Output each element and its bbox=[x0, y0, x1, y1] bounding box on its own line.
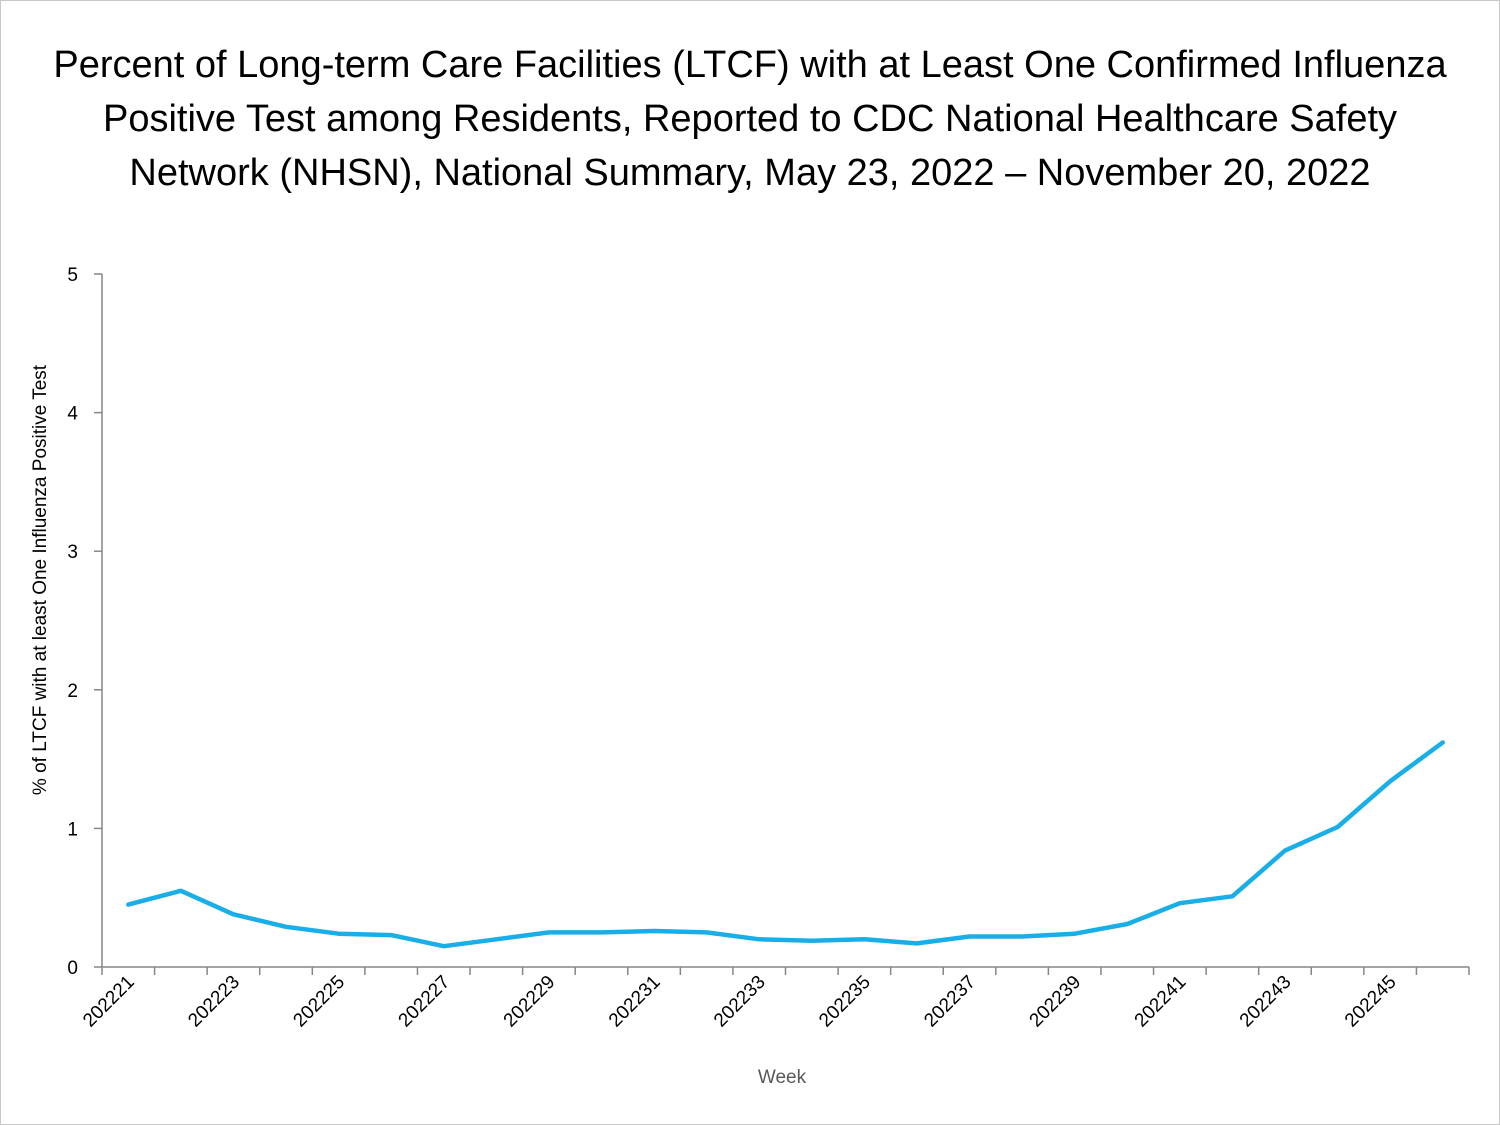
x-axis-title: Week bbox=[758, 1067, 807, 1088]
y-tick-label: 2 bbox=[67, 681, 78, 702]
x-tick-label: 202225 bbox=[289, 972, 349, 1032]
x-tick-label: 202235 bbox=[815, 972, 875, 1032]
x-tick-label: 202221 bbox=[79, 972, 139, 1032]
y-tick-label: 1 bbox=[67, 819, 78, 840]
x-tick-label: 202227 bbox=[395, 972, 455, 1032]
chart-title-line-2: Positive Test among Residents, Reported … bbox=[102, 98, 1398, 140]
x-tick-label: 202229 bbox=[500, 972, 560, 1032]
series-group bbox=[126, 740, 1445, 949]
y-axis: 0 1 2 3 4 5 bbox=[67, 265, 103, 979]
x-tick-label: 202245 bbox=[1341, 972, 1401, 1032]
x-tick-label: 202223 bbox=[184, 972, 244, 1032]
x-axis: 202221 202223 202225 202227 202229 202231 2022… bbox=[79, 966, 1470, 1032]
x-tick-label: 202239 bbox=[1026, 972, 1086, 1032]
y-tick-label: 5 bbox=[67, 265, 78, 286]
chart-title-line-3: Network (NHSN), National Summary, May 23… bbox=[129, 152, 1371, 194]
x-tick-label: 202231 bbox=[605, 972, 665, 1032]
y-tick-label: 0 bbox=[67, 958, 78, 979]
x-tick-label: 202241 bbox=[1131, 972, 1191, 1032]
y-tick-label: 4 bbox=[67, 404, 78, 425]
y-tick-label: 3 bbox=[67, 542, 78, 563]
x-tick-label: 202243 bbox=[1236, 972, 1296, 1032]
chart-title: Percent of Long-term Care Facilities (LT… bbox=[0, 38, 1500, 200]
series-line bbox=[126, 740, 1445, 949]
chart-title-line-1: Percent of Long-term Care Facilities (LT… bbox=[53, 44, 1447, 86]
x-tick-label: 202233 bbox=[710, 972, 770, 1032]
x-tick-label: 202237 bbox=[920, 972, 980, 1032]
y-axis-title: % of LTCF with at least One Influenza Po… bbox=[30, 364, 51, 795]
